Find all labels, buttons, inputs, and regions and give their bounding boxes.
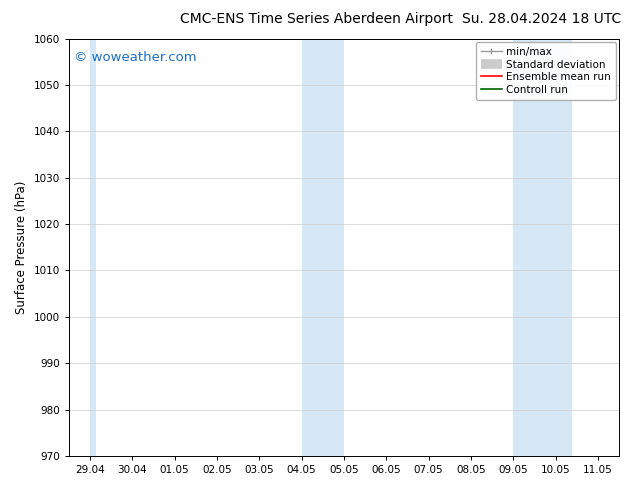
Text: Su. 28.04.2024 18 UTC: Su. 28.04.2024 18 UTC [462, 12, 621, 26]
Text: CMC-ENS Time Series Aberdeen Airport: CMC-ENS Time Series Aberdeen Airport [181, 12, 453, 26]
Text: © woweather.com: © woweather.com [74, 51, 197, 64]
Bar [302, 39, 344, 456]
Bar [90, 39, 96, 456]
Title: CMC-ENS Time Series Aberdeen Airport        Su. 28.04.2024 18 UTC: CMC-ENS Time Series Aberdeen Airport Su.… [0, 489, 1, 490]
Bar [513, 39, 573, 456]
Legend: min/max, Standard deviation, Ensemble mean run, Controll run: min/max, Standard deviation, Ensemble me… [476, 42, 616, 100]
Y-axis label: Surface Pressure (hPa): Surface Pressure (hPa) [15, 181, 28, 314]
